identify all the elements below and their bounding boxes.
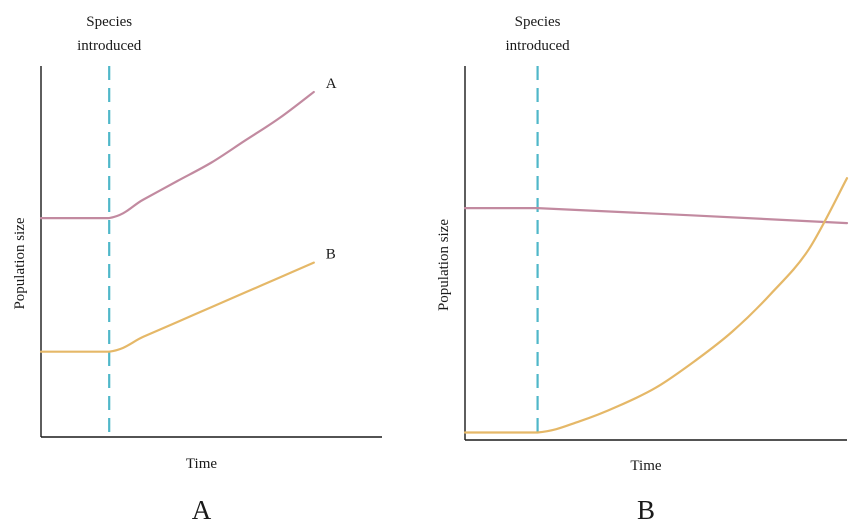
- x-axis-label: Time: [630, 458, 661, 474]
- annotation-species: Species: [86, 14, 132, 30]
- series-line-b: [39, 261, 315, 353]
- panel-label: A: [192, 495, 212, 525]
- y-axis-label: Population size: [12, 217, 28, 309]
- annotation-species: Species: [515, 14, 561, 30]
- series-line-a: [39, 90, 315, 220]
- panel-label: B: [637, 495, 655, 525]
- annotation-introduced: introduced: [77, 38, 142, 54]
- x-axis-label: Time: [186, 456, 217, 472]
- panel-a: Species introduced A B Time Population size A: [12, 14, 382, 525]
- series-label-a: A: [326, 76, 337, 92]
- y-axis-label: Population size: [436, 219, 452, 311]
- series-label-b: B: [326, 247, 336, 263]
- series-line-a: [463, 207, 849, 225]
- series-line-b: [463, 177, 849, 434]
- annotation-introduced: introduced: [506, 38, 571, 54]
